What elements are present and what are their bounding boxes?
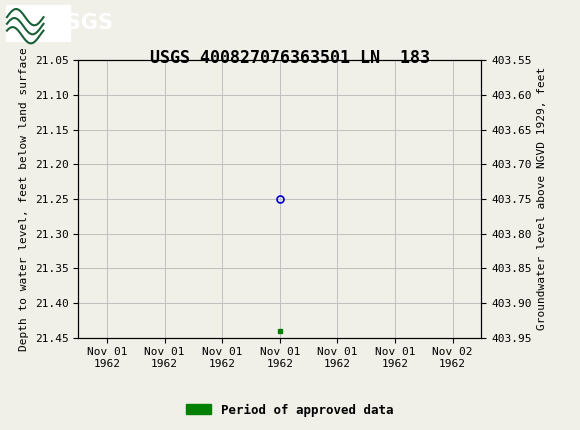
Legend: Period of approved data: Period of approved data <box>181 399 399 421</box>
Text: USGS 400827076363501 LN  183: USGS 400827076363501 LN 183 <box>150 49 430 68</box>
FancyBboxPatch shape <box>6 4 70 41</box>
Y-axis label: Groundwater level above NGVD 1929, feet: Groundwater level above NGVD 1929, feet <box>537 67 547 331</box>
Text: USGS: USGS <box>49 12 113 33</box>
Y-axis label: Depth to water level, feet below land surface: Depth to water level, feet below land su… <box>19 47 29 351</box>
